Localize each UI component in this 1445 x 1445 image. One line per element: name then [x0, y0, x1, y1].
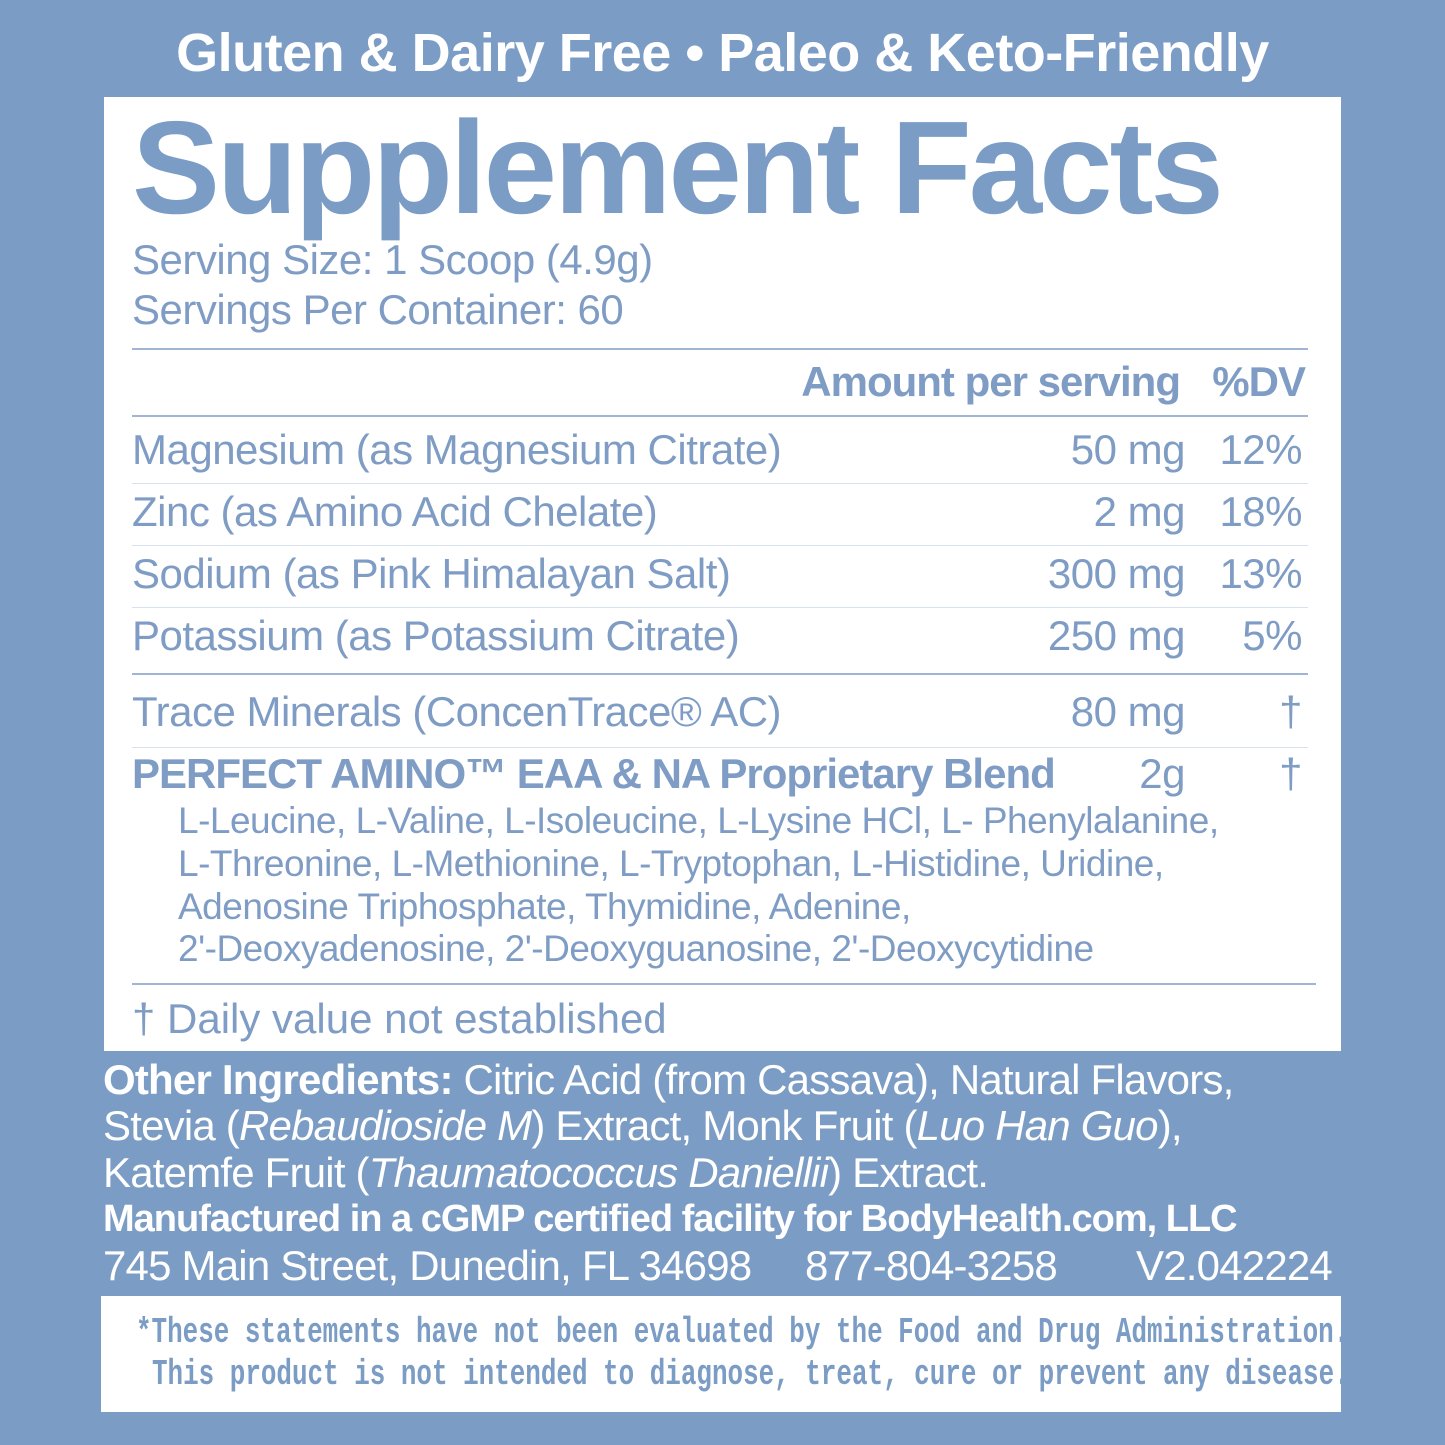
amount-header: Amount per serving — [801, 358, 1181, 405]
nutrient-dv: 13% — [1219, 550, 1302, 597]
version: V2.042224 — [1136, 1242, 1333, 1289]
text: ), — [1157, 1102, 1183, 1149]
nutrient-name: Zinc (as Amino Acid Chelate) — [132, 488, 658, 535]
nutrient-amount: 300 mg — [1047, 550, 1186, 597]
row-divider — [132, 607, 1308, 608]
servings-per-container: Servings Per Container: 60 — [132, 286, 624, 333]
nutrient-amount: 80 mg — [1070, 688, 1186, 735]
disclaimer-line: *These statements have not been evaluate… — [136, 1312, 1350, 1353]
nutrient-amount: 2 mg — [1093, 488, 1186, 535]
other-ingredients-line: Katemfe Fruit (Thaumatococcus Daniellii)… — [103, 1149, 989, 1197]
nutrient-dv: † — [1279, 750, 1302, 797]
nutrient-name: Sodium (as Pink Himalayan Salt) — [132, 550, 731, 597]
row-divider — [132, 483, 1308, 484]
text: Stevia ( — [103, 1102, 240, 1149]
blend-ingredient-line: L-Threonine, L-Methionine, L-Tryptophan,… — [178, 843, 1164, 884]
row-divider — [132, 545, 1308, 546]
nutrient-dv: † — [1279, 688, 1302, 735]
disclaimer-line: This product is not intended to diagnose… — [152, 1354, 1350, 1395]
nutrient-dv: 18% — [1219, 488, 1302, 535]
text: ) Extract, Monk Fruit ( — [531, 1102, 917, 1149]
nutrient-amount: 50 mg — [1070, 426, 1186, 473]
row-divider — [132, 747, 1308, 748]
serving-size: Serving Size: 1 Scoop (4.9g) — [132, 236, 653, 283]
disclaimer-box — [101, 1296, 1341, 1412]
dv-header: %DV — [1212, 358, 1306, 405]
diet-banner: Gluten & Dairy Free • Paleo & Keto-Frien… — [176, 23, 1269, 83]
nutrient-amount: 2g — [1139, 750, 1185, 797]
divider — [132, 983, 1316, 985]
other-ingredients-line: Stevia (Rebaudioside M) Extract, Monk Fr… — [103, 1102, 1183, 1150]
blend-ingredient-line: Adenosine Triphosphate, Thymidine, Adeni… — [178, 886, 911, 927]
nutrient-dv: 5% — [1242, 612, 1302, 659]
nutrient-amount: 250 mg — [1047, 612, 1186, 659]
nutrient-name: Potassium (as Potassium Citrate) — [132, 612, 740, 659]
text: ) Extract. — [828, 1149, 989, 1196]
text: Luo Han Guo — [916, 1102, 1159, 1149]
text: Katemfe Fruit ( — [103, 1149, 370, 1196]
footnote: † Daily value not established — [132, 995, 667, 1042]
blend-ingredient-line: L-Leucine, L-Valine, L-Isoleucine, L-Lys… — [178, 800, 1219, 841]
divider — [132, 415, 1308, 417]
text: Citric Acid (from Cassava), Natural Flav… — [452, 1056, 1235, 1103]
text: Thaumatococcus Daniellii — [368, 1149, 829, 1196]
divider — [132, 348, 1308, 350]
nutrient-dv: 12% — [1219, 426, 1302, 473]
manufacturer: Manufactured in a cGMP certified facilit… — [103, 1198, 1238, 1240]
nutrient-name: Magnesium (as Magnesium Citrate) — [132, 426, 782, 473]
divider — [132, 673, 1308, 675]
page-title: Supplement Facts — [132, 94, 1224, 241]
address: 745 Main Street, Dunedin, FL 34698 — [103, 1242, 752, 1289]
other-ingredients-line: Other Ingredients: Citric Acid (from Cas… — [103, 1056, 1234, 1104]
nutrient-name: Trace Minerals (ConcenTrace® AC) — [132, 688, 782, 735]
text: Rebaudioside M — [239, 1102, 532, 1149]
facts-panel — [104, 97, 1341, 1051]
phone: 877-804-3258 — [805, 1242, 1058, 1289]
other-ingredients-label: Other Ingredients: — [103, 1056, 453, 1103]
blend-ingredient-line: 2'-Deoxyadenosine, 2'-Deoxyguanosine, 2'… — [178, 928, 1094, 969]
nutrient-name: PERFECT AMINO™ EAA & NA Proprietary Blen… — [132, 750, 1056, 797]
